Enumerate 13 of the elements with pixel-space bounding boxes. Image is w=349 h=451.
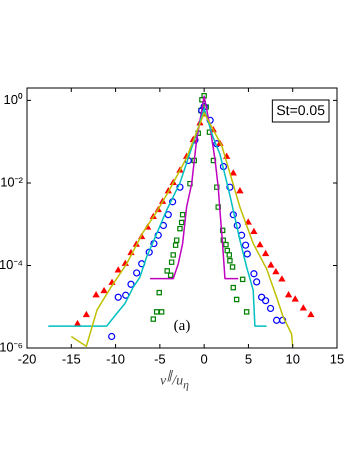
x-tick-label: 5 [244,351,252,366]
y-tick-label: 10⁰ [4,92,23,107]
y-tick-label: 10⁻⁴ [0,257,23,272]
x-tick-label: 10 [285,351,300,366]
y-tick-label: 10⁻² [0,174,24,190]
x-axis-title: v$^{∥}$/u$_{η}$ [159,368,190,392]
annotation: (a) [174,318,190,334]
x-tick-label: -15 [62,351,81,366]
x-tick-label: 0 [200,351,208,366]
annotation: St=0.05 [276,102,326,118]
x-tick-label: 15 [330,351,344,366]
x-tick-label: -5 [154,351,166,366]
x-tick-label: -10 [106,351,125,366]
